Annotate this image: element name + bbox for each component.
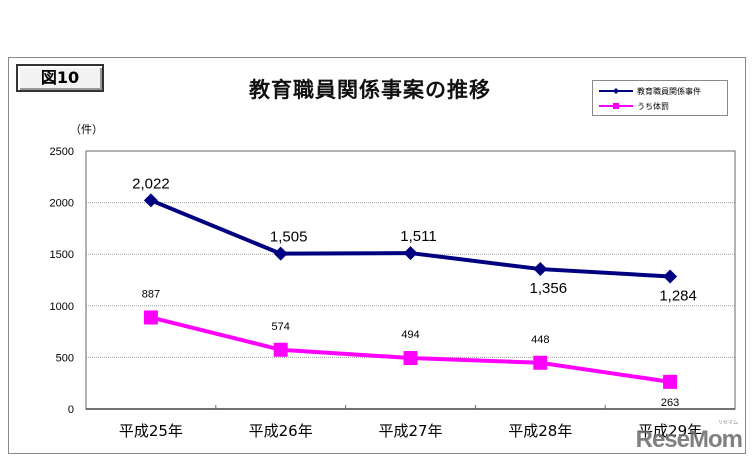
square-marker-icon [599,103,633,109]
data-point [273,246,288,261]
chart-frame [8,57,746,454]
data-point [403,351,418,366]
data-point [273,342,288,357]
plot-border [85,150,736,410]
data-label: 263 [661,397,679,409]
data-point [403,246,418,261]
data-label: 1,356 [530,280,568,297]
series-line [150,315,671,384]
data-label: 1,505 [270,229,308,246]
data-label: 2,022 [132,175,170,192]
legend-label: うち体罰 [637,101,669,111]
x-tick-label: 平成28年 [508,422,572,440]
data-label: 1,511 [400,228,436,245]
legend: 教育職員関係事件 うち体罰 [592,80,728,116]
chart-title: 教育職員関係事案の推移 [249,78,491,102]
legend-label: 教育職員関係事件 [637,86,701,96]
data-label: 494 [401,329,419,341]
y-tick-label: 2500 [50,146,74,158]
y-axis-unit: （件） [70,123,103,136]
legend-item-incidents: 教育職員関係事件 [599,85,701,97]
y-tick-label: 500 [56,352,74,364]
data-label: 1,284 [659,287,697,304]
data-point [663,374,678,389]
data-point [663,269,678,284]
data-label: 887 [142,288,160,300]
data-point [143,310,158,325]
watermark: ReseMom [635,426,743,453]
diamond-marker-icon [599,88,633,94]
data-label: 574 [272,321,290,333]
y-tick-label: 1000 [50,301,74,313]
y-tick-label: 2000 [50,198,74,210]
legend-item-corporal-punishment: うち体罰 [599,100,669,112]
data-point [143,193,158,208]
x-tick-label: 平成26年 [249,422,313,440]
x-tick-label: 平成29年 [638,422,702,440]
y-tick-label: 1500 [50,249,74,261]
x-tick-label: 平成25年 [119,422,183,440]
x-tick-label: 平成27年 [378,422,442,440]
watermark-sub: リセマム [717,420,738,426]
data-point [533,355,548,370]
data-label: 448 [531,334,549,346]
figure-label: 図10 [16,64,104,92]
data-point [533,262,548,277]
y-tick-label: 0 [68,404,74,416]
